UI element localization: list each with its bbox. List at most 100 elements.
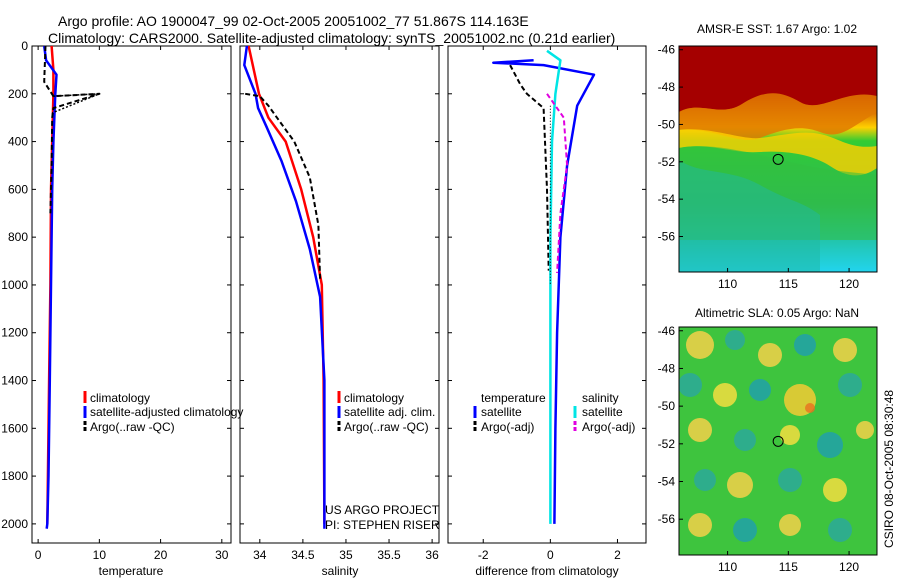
temperature-axis-label: temperature [99,564,164,578]
sst-yellow-band [679,129,877,176]
legend-label-argo: Argo(..raw -QC) [344,420,429,434]
temperature-panel-frame [31,45,232,544]
sla-map-ytick-label: -52 [658,437,676,451]
sla-map-ytick-label: -56 [658,512,676,526]
salinity-series-climatology [247,45,326,524]
sst-map-title: AMSR-E SST: 1.67 Argo: 1.02 [697,22,857,36]
sla-anomaly-blob [780,425,800,445]
sla-heatmap-field [679,327,877,555]
sla-anomaly-blob [713,383,737,407]
sst-map-ytick-label: -52 [658,155,676,169]
sla-anomaly-blob [779,514,801,536]
sst-map-xtick-label: 115 [779,277,798,291]
salinity-panel-frame [239,45,440,544]
temperature-ytick-label: 2000 [1,517,28,531]
axis-ticks-layer: 0 10 20 30020040060080010001200140016001800… [1,39,646,562]
sla-map-ytick-label: -46 [658,324,676,338]
sst-argo-location-marker [772,153,784,165]
salinity-axis-label: salinity [322,564,359,578]
legend-label-temp-satellite: satellite [481,405,522,419]
legend-heading-temperature: temperature [481,391,546,405]
sla-map-ytick-label: -48 [658,361,676,375]
sla-anomaly-blob [794,334,816,356]
salinity-xtick-label: 34.5 [291,548,315,562]
sst-map-ytick-label: -50 [658,117,676,131]
sla-anomaly-blob [749,379,771,401]
salinity-xtick-label: 35 [339,548,353,562]
temperature-ytick-label: 600 [8,182,28,196]
temperature-xtick-label: 0 [35,548,42,562]
temperature-ytick-label: 1200 [1,326,28,340]
sst-axis-ticks: 110 115 120 -46 -48 -50 -52 -54 -56 [658,43,860,291]
legend-label-temp-argo: Argo(-adj) [481,420,534,434]
difference-series-temperature-satellite [492,59,596,524]
legend-heading-salinity: salinity [582,391,619,405]
sla-anomaly-blob [856,421,874,439]
sla-anomaly-blob [805,403,815,413]
temperature-ytick-label: 400 [8,135,28,149]
temperature-xtick-label: 10 [93,548,107,562]
sla-anomaly-blob [828,518,852,542]
legend-label-argo: Argo(..raw -QC) [90,420,175,434]
temperature-ytick-label: 1400 [1,374,28,388]
sla-argo-location-marker [772,435,784,447]
sla-map-ytick-label: -50 [658,399,676,413]
sla-map-title: Altimetric SLA: 0.05 Argo: NaN [695,306,859,320]
sla-map-ytick-label: -54 [658,475,676,489]
legend-label-sal-argo: Argo(-adj) [582,420,635,434]
temperature-ytick-label: 200 [8,87,28,101]
temperature-ytick-label: 0 [21,39,28,53]
legend-label-sal-satellite: satellite [582,405,623,419]
figure-title-line1: Argo profile: AO 1900047_99 02-Oct-2005 … [58,13,529,29]
temperature-xtick-label: 30 [215,548,229,562]
sla-anomaly-blob [686,331,714,359]
sla-anomaly-blob [679,373,702,397]
difference-series-salinity-satellite [546,49,562,524]
sla-anomaly-blob [817,432,843,458]
legend-label-climatology: climatology [344,391,404,405]
sla-axis-ticks: 110 115 120 -46 -48 -50 -52 -54 -56 [658,324,860,574]
sst-cool-patch [679,160,820,272]
salinity-series-argo-raw-qc- [245,92,322,281]
sla-anomaly-blob [688,418,712,442]
sst-warm-front [679,46,877,112]
temperature-series-satellite-adjusted-climatology [42,45,58,529]
sst-map-ytick-label: -48 [658,80,676,94]
difference-xtick-label: 2 [614,548,621,562]
sst-map-ytick-label: -54 [658,192,676,206]
sla-anomaly-blob [694,469,716,491]
sla-map-xtick-label: 115 [779,560,798,574]
sla-anomaly-blob [733,518,757,542]
temperature-ytick-label: 1000 [1,278,28,292]
series-layer [42,45,596,529]
temperature-xtick-label: 20 [154,548,168,562]
temperature-legend: climatology satellite-adjusted climatolo… [83,391,243,434]
sla-anomaly-blob [734,429,756,451]
sla-anomaly-blobs [679,330,874,542]
sla-map-xtick-label: 110 [718,560,737,574]
sst-map-xtick-label: 110 [718,277,737,291]
figure-title-line2: Climatology: CARS2000. Satellite-adjuste… [48,30,615,46]
salinity-xtick-label: 34 [253,548,267,562]
sla-anomaly-blob [833,338,857,362]
sla-anomaly-blob [725,330,745,350]
temperature-ytick-label: 1800 [1,469,28,483]
side-timestamp-label: CSIRO 08-Oct-2005 08:30:48 [882,390,896,548]
sla-anomaly-blob [823,478,847,502]
credit-project: US ARGO PROJECT [325,503,440,517]
salinity-xtick-label: 35.5 [377,548,401,562]
temperature-ytick-label: 1600 [1,421,28,435]
difference-panel-frame [447,45,647,544]
sla-anomaly-blob [758,343,782,367]
credit-pi: PI: STEPHEN RISER [325,518,440,532]
difference-xtick-label: 0 [547,548,554,562]
salinity-legend: climatology satellite adj. clim. Argo(..… [337,391,435,434]
difference-legend: temperature satellite Argo(-adj) salinit… [473,391,635,434]
sst-map-ytick-label: -56 [658,230,676,244]
sla-anomaly-blob [838,373,862,397]
sla-map-xtick-label: 120 [839,560,859,574]
sst-map-xtick-label: 120 [839,277,859,291]
difference-series-salinity-argo-adj- [546,93,569,274]
temperature-ytick-label: 800 [8,230,28,244]
